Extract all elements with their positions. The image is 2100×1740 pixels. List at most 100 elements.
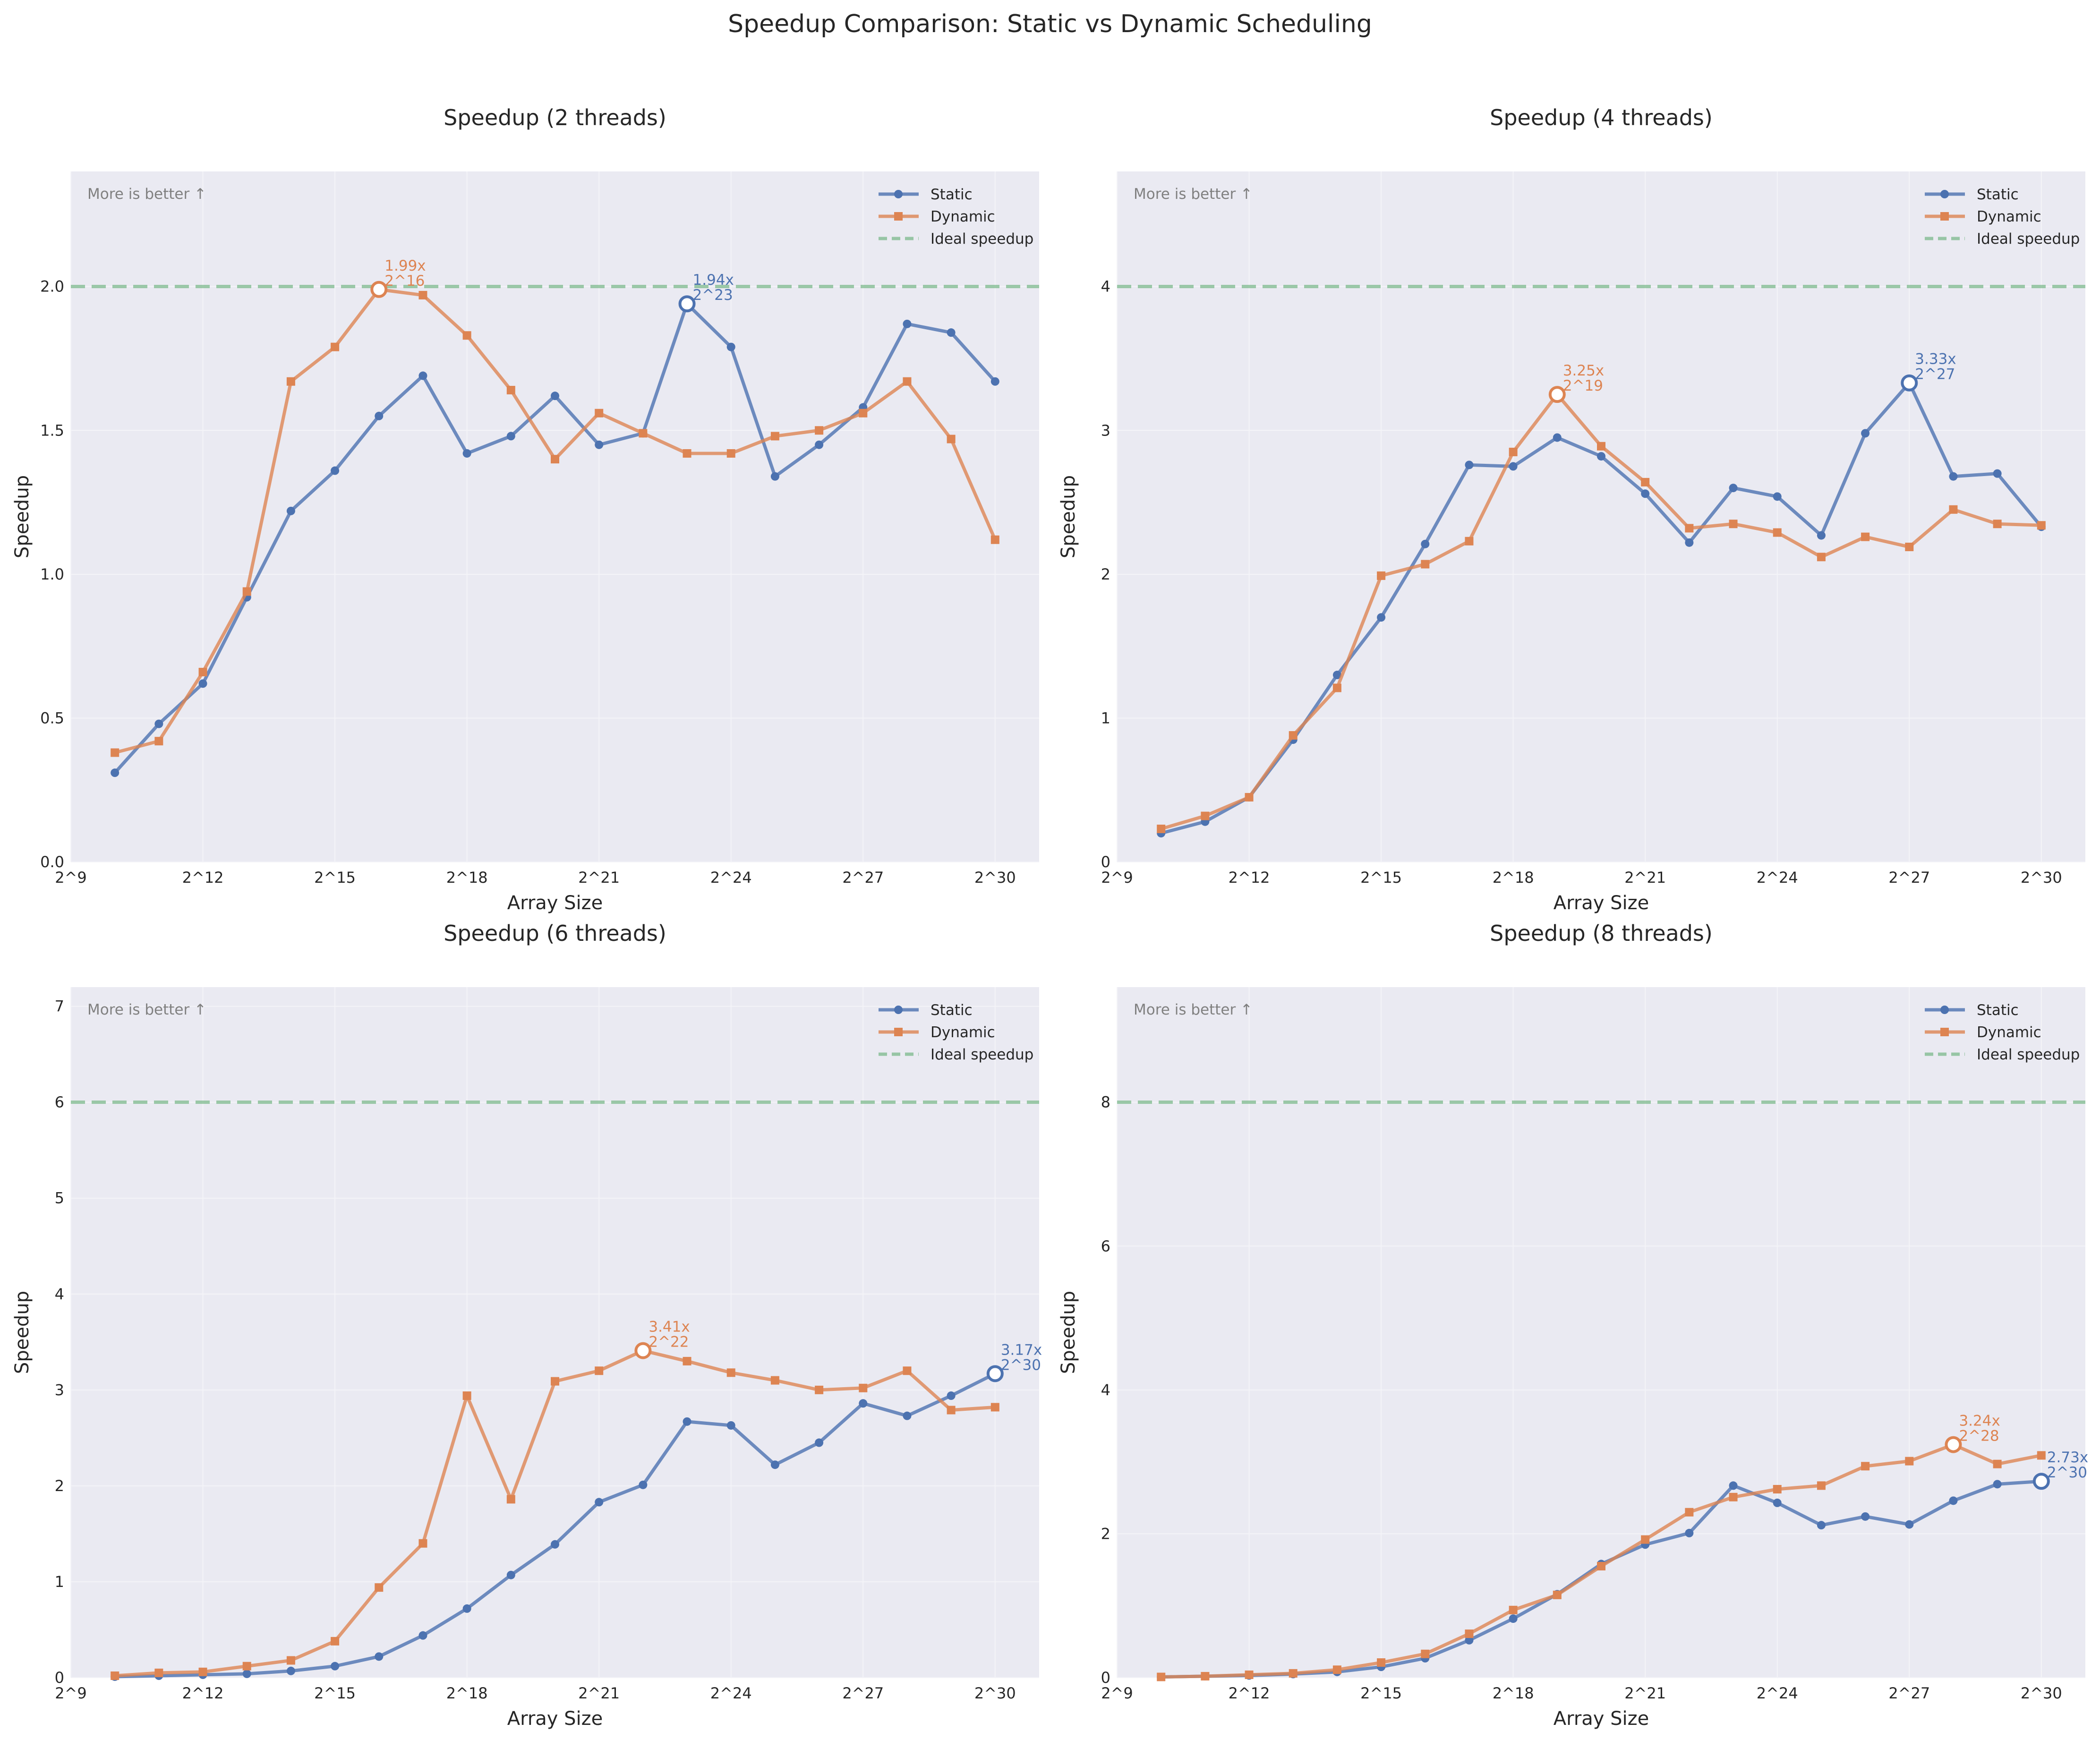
- legend-marker: [1940, 1006, 1949, 1014]
- static-data-point: [1597, 452, 1605, 461]
- x-tick-label: 2^9: [1101, 869, 1133, 887]
- legend: Static Dynamic Ideal speedup: [1925, 186, 2080, 247]
- dynamic-data-point: [418, 1539, 427, 1548]
- dynamic-data-point: [1861, 1462, 1870, 1471]
- static-data-point: [639, 1480, 648, 1489]
- static-data-point: [1949, 472, 1958, 481]
- y-tick-label: 4: [1101, 278, 1110, 296]
- dynamic-data-point: [683, 1356, 691, 1365]
- dynamic-data-point: [726, 1368, 735, 1377]
- x-tick-label: 2^24: [710, 869, 752, 887]
- dynamic-data-point: [1685, 1508, 1694, 1517]
- dynamic-data-point: [111, 748, 120, 757]
- plot-area: [71, 987, 1039, 1678]
- x-axis-label: Array Size: [1554, 892, 1649, 914]
- static-data-point: [1553, 433, 1562, 442]
- static-data-point: [1729, 1481, 1738, 1490]
- dynamic-data-point: [198, 1667, 207, 1676]
- more-is-better-note: More is better ↑: [87, 1001, 206, 1018]
- static-data-point: [506, 1570, 515, 1579]
- dynamic-data-point: [1553, 1590, 1562, 1599]
- dynamic-data-point: [1465, 537, 1474, 546]
- dynamic-data-point: [1905, 542, 1914, 551]
- static-data-point: [947, 1391, 956, 1400]
- x-tick-label: 2^30: [2021, 1684, 2062, 1702]
- y-tick-label: 1.0: [40, 565, 64, 583]
- peak-label-value: 3.17x: [1001, 1341, 1042, 1358]
- x-tick-label: 2^12: [1229, 869, 1270, 887]
- dynamic-data-point: [1861, 532, 1870, 541]
- y-axis-label: Speedup: [1058, 475, 1079, 558]
- legend-label: Dynamic: [1977, 208, 2041, 225]
- dynamic-data-point: [1289, 1669, 1298, 1678]
- static-data-point: [683, 1417, 691, 1426]
- static-data-point: [1465, 1636, 1474, 1645]
- peak-label-value: 3.41x: [649, 1319, 690, 1336]
- more-is-better-note: More is better ↑: [1134, 186, 1253, 203]
- static-data-point: [1817, 531, 1826, 540]
- x-tick-label: 2^21: [1624, 869, 1666, 887]
- y-tick-label: 3: [55, 1381, 64, 1399]
- dynamic-data-point: [1201, 1672, 1210, 1680]
- dynamic-data-point: [1332, 1665, 1341, 1674]
- peak-marker: [986, 1365, 1004, 1382]
- dynamic-data-point: [1729, 1493, 1738, 1501]
- static-data-point: [154, 719, 163, 728]
- y-tick-label: 0: [1101, 1669, 1110, 1687]
- peak-marker: [678, 295, 696, 313]
- dynamic-data-point: [903, 377, 912, 386]
- static-data-point: [331, 466, 340, 475]
- y-tick-label: 2: [1101, 1525, 1110, 1543]
- dynamic-data-point: [2037, 1451, 2046, 1460]
- legend-label: Static: [1977, 1002, 2019, 1019]
- dynamic-data-point: [1641, 478, 1650, 486]
- x-tick-label: 2^15: [314, 1684, 356, 1702]
- dynamic-data-point: [1993, 1459, 2002, 1468]
- static-data-point: [815, 440, 824, 449]
- dynamic-data-point: [375, 1583, 384, 1592]
- x-tick-label: 2^15: [1360, 1684, 1402, 1702]
- dynamic-data-point: [242, 587, 251, 596]
- static-data-point: [375, 411, 384, 420]
- legend-label: Ideal speedup: [1977, 230, 2080, 247]
- plot-area: [71, 171, 1039, 862]
- static-data-point: [462, 1604, 471, 1613]
- x-tick-label: 2^12: [182, 869, 224, 887]
- dynamic-data-point: [595, 1366, 604, 1375]
- dynamic-data-point: [1773, 528, 1782, 537]
- static-data-point: [418, 1631, 427, 1640]
- dynamic-data-point: [1421, 560, 1430, 569]
- static-data-point: [1509, 1614, 1518, 1623]
- legend-label: Static: [930, 186, 973, 203]
- x-tick-label: 2^24: [1757, 1684, 1798, 1702]
- dynamic-data-point: [1465, 1629, 1474, 1638]
- x-tick-label: 2^21: [578, 869, 620, 887]
- legend: Static Dynamic Ideal speedup: [879, 1002, 1033, 1063]
- peak-label-value: 1.94x: [693, 272, 734, 289]
- static-data-point: [242, 1669, 251, 1678]
- x-tick-label: 2^30: [974, 1684, 1016, 1702]
- dynamic-data-point: [1509, 447, 1518, 456]
- static-data-point: [286, 1666, 295, 1675]
- dynamic-data-point: [1905, 1457, 1914, 1466]
- x-tick-label: 2^9: [55, 1684, 87, 1702]
- dynamic-data-point: [947, 1406, 956, 1415]
- x-tick-label: 2^30: [974, 869, 1016, 887]
- static-data-point: [331, 1662, 340, 1671]
- peak-marker: [1901, 374, 1918, 392]
- static-data-point: [286, 506, 295, 515]
- dynamic-data-point: [331, 342, 340, 351]
- dynamic-data-point: [154, 737, 163, 746]
- peak-label-size: 2^27: [1915, 366, 1955, 383]
- dynamic-data-point: [1201, 811, 1210, 820]
- figure-suptitle: Speedup Comparison: Static vs Dynamic Sc…: [728, 10, 1372, 38]
- chart-title: Speedup (2 threads): [444, 105, 666, 130]
- dynamic-data-point: [462, 1391, 471, 1400]
- dynamic-data-point: [331, 1637, 340, 1646]
- chart-panel-3: 2^9 2^12 2^15 2^18 2^21 2^24 2^27 2^30 0 1 2 3 4 5 6 7 S…: [11, 921, 1042, 1730]
- chart-title: Speedup (6 threads): [444, 921, 666, 946]
- plot-area: [1117, 987, 2085, 1678]
- y-tick-label: 0: [1101, 853, 1110, 871]
- y-tick-label: 6: [1101, 1237, 1110, 1255]
- static-data-point: [1729, 484, 1738, 493]
